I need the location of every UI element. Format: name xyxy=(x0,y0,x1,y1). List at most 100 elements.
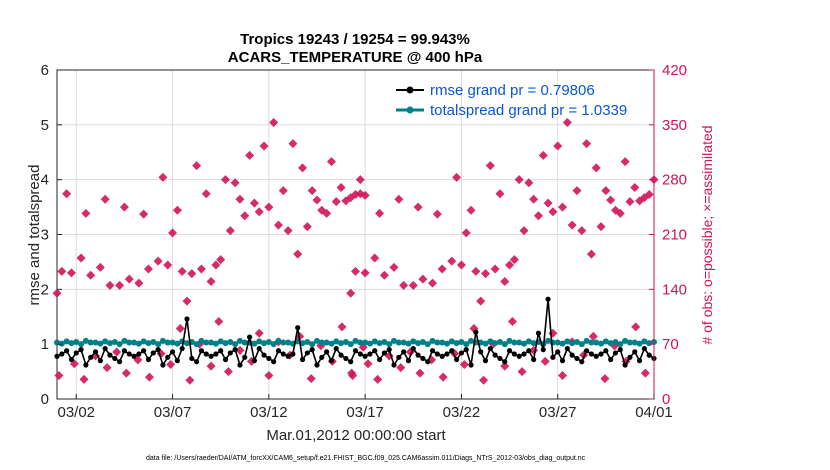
rmse-point xyxy=(598,351,604,357)
totalspread-point xyxy=(607,340,614,347)
obs-count-marker xyxy=(524,178,534,188)
rmse-point xyxy=(540,347,546,353)
totalspread-point xyxy=(227,338,234,345)
rmse-point xyxy=(194,359,200,365)
rmse-point xyxy=(64,348,70,354)
rmse-line xyxy=(56,299,655,367)
y-tick-label: 3 xyxy=(41,227,49,244)
totalspread-point xyxy=(236,337,243,344)
rmse-point xyxy=(526,348,532,354)
rmse-point xyxy=(141,348,147,354)
rmse-point xyxy=(83,362,89,368)
obs-count-marker xyxy=(230,178,240,188)
rmse-point xyxy=(574,355,580,362)
obs-count-marker xyxy=(185,375,195,385)
obs-count-marker xyxy=(567,220,577,230)
y-axis-label: rmse and totalspread xyxy=(26,165,43,306)
totalspread-point xyxy=(405,340,412,347)
rmse-point xyxy=(208,353,214,359)
obs-count-marker xyxy=(214,316,224,326)
obs-count-marker xyxy=(500,361,510,371)
obs-count-marker xyxy=(572,186,582,196)
rmse-point xyxy=(275,348,282,354)
obs-count-marker xyxy=(466,205,476,215)
totalspread-point xyxy=(256,338,263,345)
rmse-point xyxy=(246,334,253,340)
rmse-point xyxy=(218,348,224,354)
obs-count-marker xyxy=(540,356,550,366)
totalspread-point xyxy=(164,339,171,346)
obs-count-marker xyxy=(254,207,264,217)
x-tick-label: 03/12 xyxy=(250,404,288,421)
rmse-point xyxy=(641,345,647,352)
obs-count-marker xyxy=(461,228,471,238)
totalspread-point xyxy=(487,338,494,345)
totalspread-point xyxy=(366,340,373,347)
obs-count-marker xyxy=(175,324,185,333)
rmse-point xyxy=(381,350,387,356)
obs-count-marker xyxy=(177,266,187,276)
obs-count-marker xyxy=(288,139,298,149)
obs-count-marker xyxy=(264,371,274,380)
chart-title-line1: Tropics 19243 / 19254 = 99.943% xyxy=(240,31,470,48)
obs-count-marker xyxy=(375,208,385,218)
totalspread-point xyxy=(357,339,364,346)
rmse-point xyxy=(502,359,508,365)
rmse-point xyxy=(251,358,257,364)
obs-count-marker xyxy=(102,363,112,373)
obs-count-marker xyxy=(348,371,358,380)
totalspread-point xyxy=(275,337,282,344)
y-tick-label: 2 xyxy=(41,281,49,298)
obs-count-marker xyxy=(119,202,129,212)
y-right-tick-label: 0 xyxy=(662,391,670,408)
obs-count-marker xyxy=(206,277,216,286)
totalspread-point xyxy=(602,338,609,345)
totalspread-point xyxy=(569,340,576,347)
obs-count-marker xyxy=(630,183,640,192)
y-right-tick-label: 210 xyxy=(662,227,687,244)
obs-count-marker xyxy=(558,202,568,212)
obs-count-marker xyxy=(509,255,519,265)
obs-count-marker xyxy=(553,141,563,151)
totalspread-point xyxy=(270,341,277,348)
rmse-point xyxy=(487,345,493,352)
rmse-point xyxy=(112,355,118,362)
rmse-point xyxy=(145,356,152,363)
rmse-point xyxy=(155,347,161,353)
totalspread-point xyxy=(593,339,600,346)
obs-count-marker xyxy=(373,374,383,384)
obs-count-marker xyxy=(582,139,592,149)
obs-count-marker xyxy=(121,368,131,378)
rmse-point xyxy=(179,345,185,352)
totalspread-point xyxy=(131,339,138,346)
x-tick-label: 03/02 xyxy=(57,404,95,421)
totalspread-point xyxy=(564,338,571,345)
obs-count-marker xyxy=(577,226,587,236)
obs-count-marker xyxy=(495,189,505,199)
obs-count-marker xyxy=(264,202,274,212)
totalspread-point xyxy=(424,341,431,348)
totalspread-point xyxy=(578,341,585,348)
totalspread-point xyxy=(304,338,311,345)
obs-count-marker xyxy=(298,163,308,173)
obs-count-marker xyxy=(278,186,288,196)
obs-count-marker xyxy=(500,277,510,286)
totalspread-point xyxy=(612,338,619,345)
rmse-point xyxy=(454,356,460,363)
obs-count-marker xyxy=(459,360,469,370)
obs-count-marker xyxy=(413,202,423,212)
rmse-point xyxy=(608,356,614,363)
rmse-point xyxy=(444,351,450,357)
obs-count-marker xyxy=(163,260,173,270)
obs-count-marker xyxy=(543,198,553,208)
totalspread-point xyxy=(82,337,89,344)
obs-count-marker xyxy=(273,220,283,230)
obs-count-marker xyxy=(418,274,428,284)
totalspread-point xyxy=(511,339,518,346)
totalspread-point xyxy=(342,338,349,345)
rmse-point xyxy=(588,351,595,357)
obs-count-marker xyxy=(631,322,641,332)
rmse-point xyxy=(68,356,75,363)
obs-count-marker xyxy=(182,296,192,306)
